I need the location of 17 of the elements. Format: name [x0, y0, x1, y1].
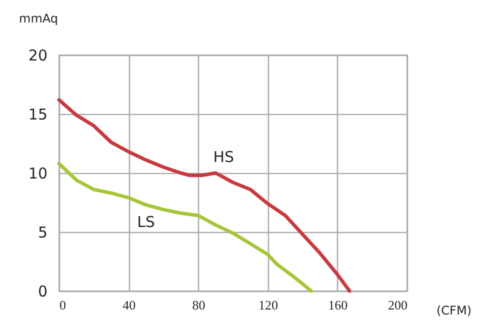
- series-label: LS: [137, 212, 155, 231]
- y-tick-label: 15: [28, 106, 48, 124]
- x-axis-title: (CFM): [436, 304, 472, 318]
- y-tick-label: 5: [38, 224, 48, 242]
- x-tick-label: 0: [60, 298, 66, 312]
- x-tick-label: 160: [328, 298, 348, 312]
- y-tick-label: 10: [28, 164, 48, 182]
- line-series: [57, 162, 314, 293]
- series-label: HS: [213, 148, 234, 166]
- y-axis-title: mmAq: [19, 12, 58, 26]
- x-tick-label: 80: [192, 298, 206, 312]
- y-tick-label: 0: [38, 282, 48, 300]
- x-tick-label: 40: [122, 298, 136, 312]
- y-tick-label: 20: [28, 46, 48, 64]
- line-series: [57, 98, 352, 293]
- x-tick-label: 200: [388, 298, 408, 312]
- x-tick-label: 120: [258, 298, 278, 312]
